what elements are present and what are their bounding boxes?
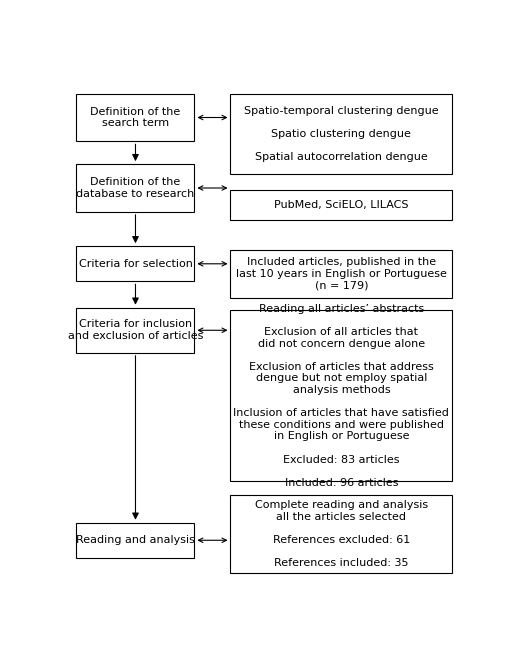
Text: Included articles, published in the
last 10 years in English or Portuguese
(n = : Included articles, published in the last… [236,257,447,290]
FancyBboxPatch shape [231,190,453,220]
Text: Spatio-temporal clustering dengue

Spatio clustering dengue

Spatial autocorrela: Spatio-temporal clustering dengue Spatio… [244,106,439,162]
Text: Complete reading and analysis
all the articles selected

References excluded: 61: Complete reading and analysis all the ar… [255,500,428,568]
FancyBboxPatch shape [76,164,195,212]
FancyBboxPatch shape [231,495,453,573]
FancyBboxPatch shape [231,310,453,481]
Text: Reading and analysis: Reading and analysis [76,535,195,545]
FancyBboxPatch shape [76,307,195,353]
Text: Criteria for inclusion
and exclusion of articles: Criteria for inclusion and exclusion of … [68,319,203,341]
Text: Definition of the
database to research: Definition of the database to research [76,177,195,199]
Text: Definition of the
search term: Definition of the search term [90,107,181,128]
FancyBboxPatch shape [231,250,453,298]
Text: Criteria for selection: Criteria for selection [78,259,192,269]
Text: Reading all articles’ abstracts

Exclusion of all articles that
did not concern : Reading all articles’ abstracts Exclusio… [234,303,449,488]
FancyBboxPatch shape [76,246,195,281]
FancyBboxPatch shape [76,523,195,558]
Text: PubMed, SciELO, LILACS: PubMed, SciELO, LILACS [274,200,409,211]
FancyBboxPatch shape [76,94,195,141]
FancyBboxPatch shape [231,94,453,174]
